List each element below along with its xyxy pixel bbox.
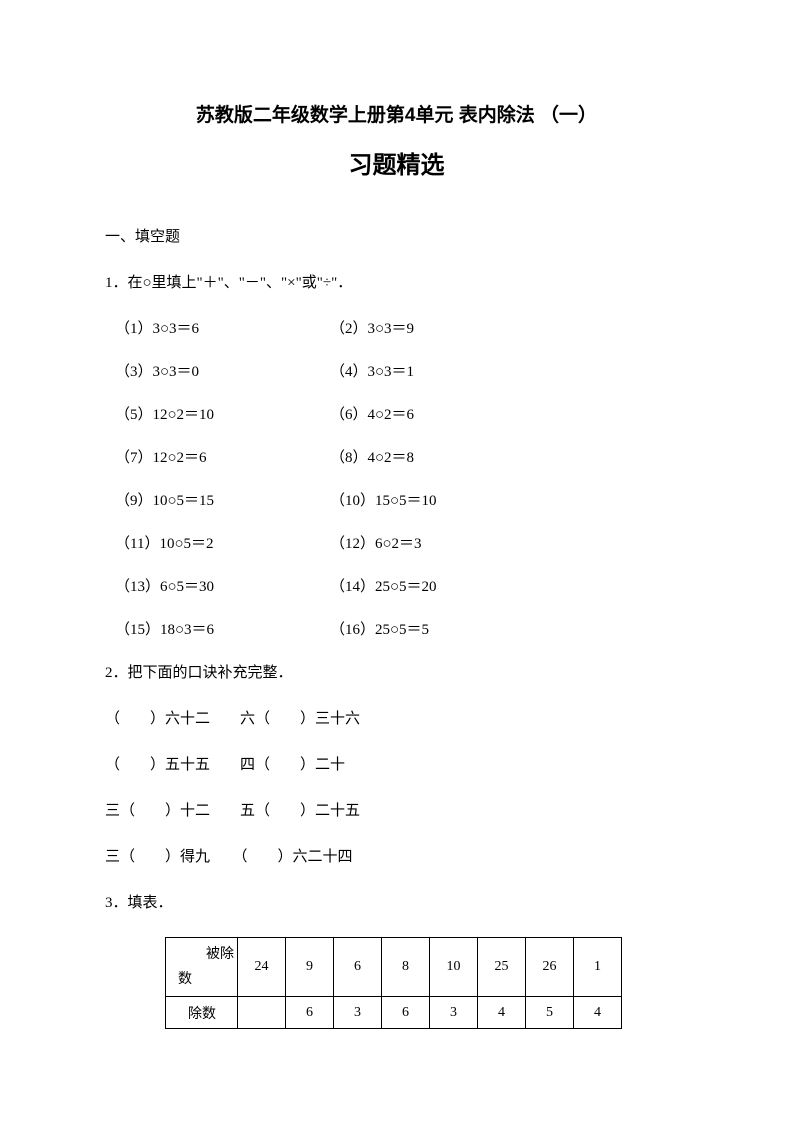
divisor-label: 除数 [166,997,238,1029]
dividend-cell-3: 6 [334,938,382,997]
equation-row-2: （3）3○3＝0 （4）3○3＝1 [105,360,688,381]
divisor-cell-8: 4 [574,997,622,1029]
divisor-cell-7: 5 [526,997,574,1029]
eq-1-left: （1）3○3＝6 [115,317,330,338]
phrase-row-2: （ ）五十五 四（ ）二十 [105,753,688,774]
divisor-cell-6: 4 [478,997,526,1029]
eq-8-left: （15）18○3＝6 [115,618,330,639]
equation-row-6: （11）10○5＝2 （12）6○2＝3 [105,532,688,553]
eq-2-right: （4）3○3＝1 [330,360,688,381]
eq-5-left: （9）10○5＝15 [115,489,330,510]
dividend-cell-5: 10 [430,938,478,997]
equation-row-1: （1）3○3＝6 （2）3○3＝9 [105,317,688,338]
phrase-row-3: 三（ ）十二 五（ ）二十五 [105,799,688,820]
equation-row-5: （9）10○5＝15 （10）15○5＝10 [105,489,688,510]
phrase-row-4: 三（ ）得九 （ ）六二十四 [105,845,688,866]
table-row-divisor: 除数 6 3 6 3 4 5 4 [166,997,622,1029]
title-line2: 习题精选 [105,145,688,180]
eq-8-right: （16）25○5＝5 [330,618,688,639]
q2-intro: 2．把下面的口诀补充完整． [105,661,688,682]
dividend-cell-6: 25 [478,938,526,997]
equation-row-8: （15）18○3＝6 （16）25○5＝5 [105,618,688,639]
dividend-cell-4: 8 [382,938,430,997]
eq-4-left: （7）12○2＝6 [115,446,330,467]
eq-7-right: （14）25○5＝20 [330,575,688,596]
eq-3-left: （5）12○2＝10 [115,403,330,424]
dividend-cell-8: 1 [574,938,622,997]
eq-6-left: （11）10○5＝2 [115,532,330,553]
equation-row-7: （13）6○5＝30 （14）25○5＝20 [105,575,688,596]
divisor-cell-2: 6 [286,997,334,1029]
section-header: 一、填空题 [105,225,688,246]
eq-2-left: （3）3○3＝0 [115,360,330,381]
divisor-cell-1 [238,997,286,1029]
dividend-cell-2: 9 [286,938,334,997]
q1-intro: 1．在○里填上"＋"、"－"、"×"或"÷"． [105,271,688,292]
division-table: 被除数 24 9 6 8 10 25 26 1 除数 6 3 6 3 4 5 4 [165,937,622,1029]
eq-1-right: （2）3○3＝9 [330,317,688,338]
table-row-dividend: 被除数 24 9 6 8 10 25 26 1 [166,938,622,997]
eq-3-right: （6）4○2＝6 [330,403,688,424]
equation-row-4: （7）12○2＝6 （8）4○2＝8 [105,446,688,467]
divisor-cell-3: 3 [334,997,382,1029]
eq-5-right: （10）15○5＝10 [330,489,688,510]
divisor-cell-4: 6 [382,997,430,1029]
title-line1: 苏教版二年级数学上册第4单元 表内除法 （一） [105,100,688,127]
dividend-label: 被除数 [166,938,238,997]
divisor-cell-5: 3 [430,997,478,1029]
dividend-cell-7: 26 [526,938,574,997]
eq-4-right: （8）4○2＝8 [330,446,688,467]
dividend-cell-1: 24 [238,938,286,997]
eq-7-left: （13）6○5＝30 [115,575,330,596]
q3-intro: 3．填表． [105,891,688,912]
eq-6-right: （12）6○2＝3 [330,532,688,553]
phrase-row-1: （ ）六十二 六（ ）三十六 [105,707,688,728]
equation-row-3: （5）12○2＝10 （6）4○2＝6 [105,403,688,424]
